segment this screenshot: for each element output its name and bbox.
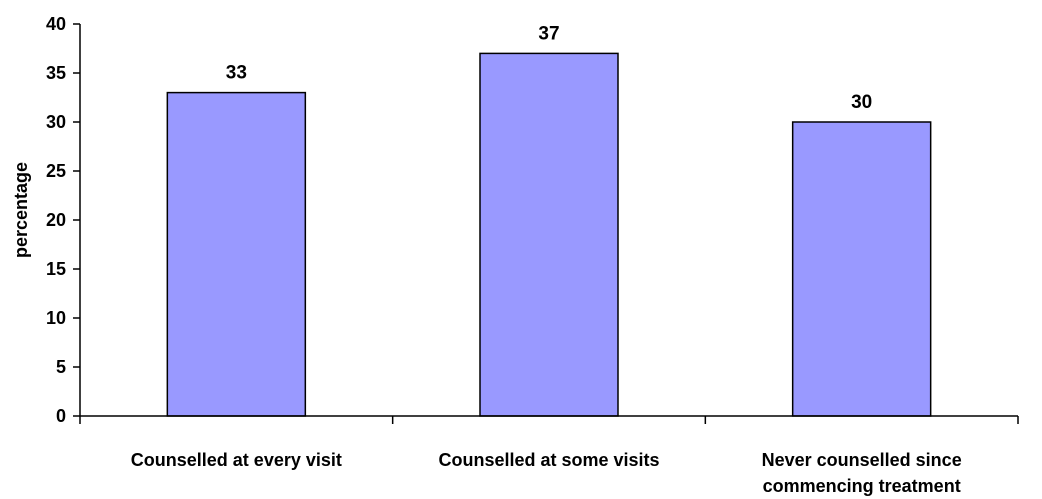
bar <box>166 91 307 417</box>
y-axis-title: percentage <box>11 162 31 258</box>
y-tick-label: 25 <box>46 161 66 181</box>
bars <box>166 52 932 417</box>
data-label: 30 <box>851 92 872 113</box>
bar <box>791 121 932 417</box>
x-tick-label: Counselled at some visits <box>438 450 659 470</box>
data-label: 33 <box>226 63 247 84</box>
data-labels: 33 37 30 <box>226 23 872 113</box>
x-axis-ticks <box>79 416 1019 424</box>
bar <box>479 52 619 417</box>
data-label: 37 <box>538 23 559 44</box>
x-tick-label: Counselled at every visit <box>131 450 342 470</box>
y-tick-label: 0 <box>56 406 66 426</box>
category-labels: Counselled at every visit Counselled at s… <box>131 450 962 496</box>
y-tick-label: 15 <box>46 259 66 279</box>
y-tick-label: 10 <box>46 308 66 328</box>
y-tick-label: 40 <box>46 14 66 34</box>
y-axis-ticks: 0 5 10 15 20 25 30 35 40 <box>46 14 80 426</box>
x-tick-label: commencing treatment <box>763 476 961 496</box>
y-tick-label: 30 <box>46 112 66 132</box>
y-tick-label: 35 <box>46 63 66 83</box>
x-tick-label: Never counselled since <box>762 450 962 470</box>
y-tick-label: 20 <box>46 210 66 230</box>
y-tick-label: 5 <box>56 357 66 377</box>
